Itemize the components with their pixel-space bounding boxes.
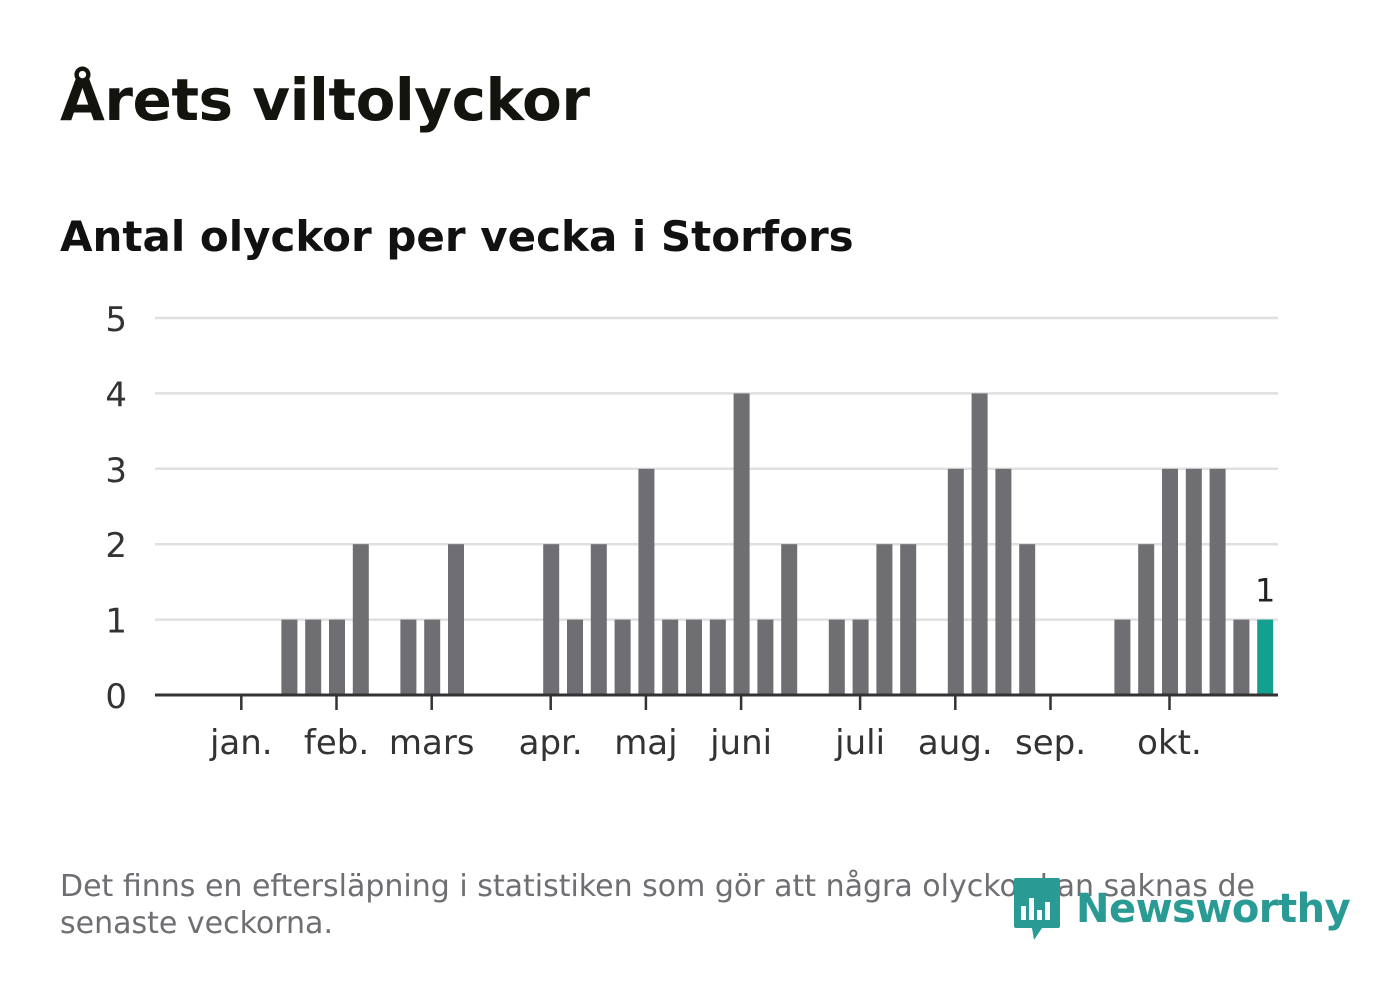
bar [1114, 619, 1131, 695]
bar [638, 468, 655, 695]
bar [329, 619, 345, 695]
bar [662, 619, 679, 695]
newsworthy-logo-icon [1014, 878, 1060, 940]
y-tick-label: 0 [105, 677, 127, 717]
y-tick-label: 3 [105, 451, 127, 491]
y-axis-labels: 0 1 2 3 4 5 [105, 300, 127, 717]
x-axis [155, 693, 1278, 710]
bar [614, 619, 631, 695]
bar [1019, 544, 1036, 695]
bar [1233, 619, 1250, 695]
bar [1138, 544, 1155, 695]
bar [733, 393, 750, 695]
bar [686, 619, 702, 695]
x-tick-label: jan. [209, 723, 273, 763]
bar [305, 619, 322, 695]
x-tick-label: aug. [918, 723, 993, 763]
data-label: 1 [1255, 572, 1275, 610]
x-tick-label: sep. [1015, 723, 1086, 763]
bar [352, 544, 369, 695]
bar [876, 544, 893, 695]
brand-name: Newsworthy [1076, 886, 1351, 932]
bar [281, 619, 298, 695]
bar-highlight [1257, 619, 1274, 695]
bar [709, 619, 726, 695]
bar [543, 544, 560, 695]
bar [900, 544, 917, 695]
bar [1185, 468, 1202, 695]
bar [400, 619, 417, 695]
x-tick-label: apr. [519, 723, 583, 763]
grid-lines [155, 316, 1278, 621]
x-tick-label: mars [389, 723, 475, 763]
y-tick-label: 2 [105, 526, 127, 566]
bar [1162, 468, 1178, 695]
data-labels: 1 [1255, 572, 1275, 610]
chart-title: Årets viltolyckor [60, 66, 590, 134]
chart-subtitle: Antal olyckor per vecka i Storfors [60, 212, 854, 261]
x-axis-labels: jan. feb. mars apr. maj juni juli aug. sep. okt. [209, 723, 1202, 763]
bar [1209, 468, 1226, 695]
bar [567, 619, 583, 695]
x-tick-label: juni [709, 723, 772, 763]
bar [448, 544, 464, 695]
y-tick-label: 5 [105, 300, 127, 340]
y-tick-label: 4 [105, 375, 127, 415]
x-tick-label: juli [834, 723, 885, 763]
bar [852, 619, 869, 695]
y-tick-label: 1 [105, 602, 127, 642]
bar [947, 468, 964, 695]
bars [281, 393, 1274, 695]
x-tick-label: okt. [1137, 723, 1202, 763]
bar-chart: 0 1 2 3 4 5 jan. feb. mars apr. maj juni juli aug. se… [105, 300, 1278, 763]
bar [781, 544, 798, 695]
bar [590, 544, 607, 695]
x-tick-label: feb. [304, 723, 369, 763]
x-tick-label: maj [614, 723, 677, 763]
bar [995, 468, 1012, 695]
bar [971, 393, 988, 695]
bar [828, 619, 845, 695]
bar [757, 619, 774, 695]
brand-logo: Newsworthy [1012, 876, 1351, 942]
bar [424, 619, 441, 695]
